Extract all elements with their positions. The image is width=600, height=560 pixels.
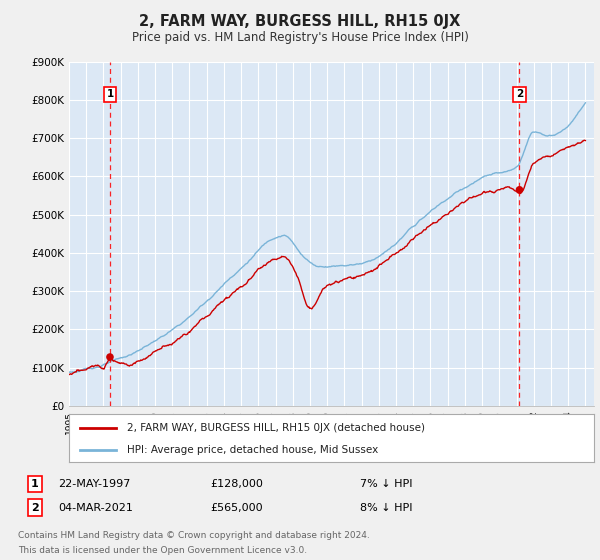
Text: Contains HM Land Registry data © Crown copyright and database right 2024.: Contains HM Land Registry data © Crown c… [18, 531, 370, 540]
Text: 2, FARM WAY, BURGESS HILL, RH15 0JX (detached house): 2, FARM WAY, BURGESS HILL, RH15 0JX (det… [127, 423, 425, 433]
Text: 2: 2 [516, 89, 523, 99]
Text: 7% ↓ HPI: 7% ↓ HPI [360, 479, 413, 489]
Text: 1: 1 [31, 479, 39, 489]
Text: 04-MAR-2021: 04-MAR-2021 [58, 503, 133, 512]
Text: 22-MAY-1997: 22-MAY-1997 [58, 479, 130, 489]
Text: 8% ↓ HPI: 8% ↓ HPI [360, 503, 413, 512]
Text: £128,000: £128,000 [210, 479, 263, 489]
Text: 1: 1 [106, 89, 113, 99]
Text: 2: 2 [31, 503, 39, 512]
Text: 2, FARM WAY, BURGESS HILL, RH15 0JX: 2, FARM WAY, BURGESS HILL, RH15 0JX [139, 14, 461, 29]
Text: £565,000: £565,000 [210, 503, 263, 512]
Point [515, 185, 524, 194]
Text: This data is licensed under the Open Government Licence v3.0.: This data is licensed under the Open Gov… [18, 546, 307, 555]
Text: Price paid vs. HM Land Registry's House Price Index (HPI): Price paid vs. HM Land Registry's House … [131, 31, 469, 44]
Text: HPI: Average price, detached house, Mid Sussex: HPI: Average price, detached house, Mid … [127, 445, 378, 455]
Point [105, 353, 115, 362]
